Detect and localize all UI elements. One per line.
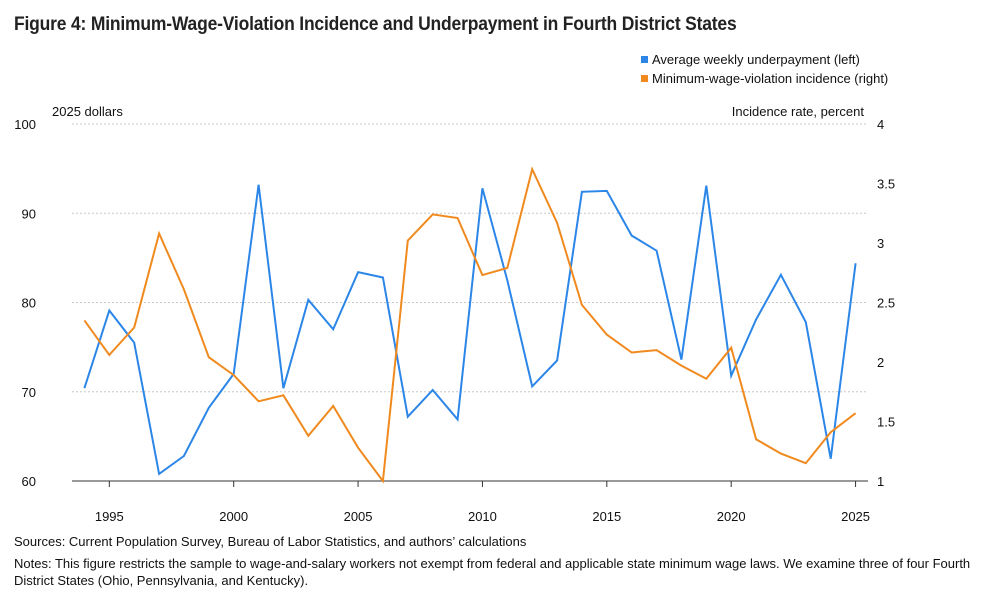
right-axis-unit: Incidence rate, percent [731, 104, 864, 119]
x-tick-label: 2000 [219, 509, 248, 524]
sources-note: Sources: Current Population Survey, Bure… [14, 534, 527, 549]
legend-label-underpayment: Average weekly underpayment (left) [652, 52, 860, 67]
x-tick-label: 2025 [841, 509, 870, 524]
left-y-tick-label: 80 [22, 296, 36, 311]
legend-item-incidence: Minimum-wage-violation incidence (right) [641, 69, 888, 88]
right-y-tick-label: 2.5 [877, 296, 895, 311]
left-y-tick-label: 90 [22, 206, 36, 221]
notes-text: Notes: This figure restricts the sample … [14, 556, 971, 588]
right-y-tick-label: 3.5 [877, 177, 895, 192]
right-y-tick-label: 3 [877, 236, 884, 251]
incidence-line [83, 166, 857, 484]
right-y-tick-label: 1.5 [877, 415, 895, 430]
left-y-tick-label: 70 [22, 385, 36, 400]
legend-item-underpayment: Average weekly underpayment (left) [641, 50, 888, 69]
right-y-tick-label: 2 [877, 355, 884, 370]
legend-label-incidence: Minimum-wage-violation incidence (right) [652, 71, 889, 86]
chart-title: Figure 4: Minimum-Wage-Violation Inciden… [14, 14, 737, 35]
x-tick-label: 2020 [717, 509, 746, 524]
legend-swatch-incidence [641, 75, 648, 82]
underpayment-line [83, 184, 857, 476]
chart-legend: Average weekly underpayment (left) Minim… [641, 50, 888, 88]
x-tick-label: 2015 [592, 509, 621, 524]
right-y-tick-label: 1 [877, 474, 884, 489]
x-tick-label: 2010 [468, 509, 497, 524]
x-tick-label: 2005 [344, 509, 373, 524]
right-y-tick-label: 4 [877, 117, 884, 132]
legend-swatch-underpayment [641, 56, 648, 63]
x-tick-label: 1995 [95, 509, 124, 524]
left-y-tick-label: 100 [14, 117, 36, 132]
left-y-tick-label: 60 [22, 474, 36, 489]
left-axis-unit: 2025 dollars [52, 104, 123, 119]
